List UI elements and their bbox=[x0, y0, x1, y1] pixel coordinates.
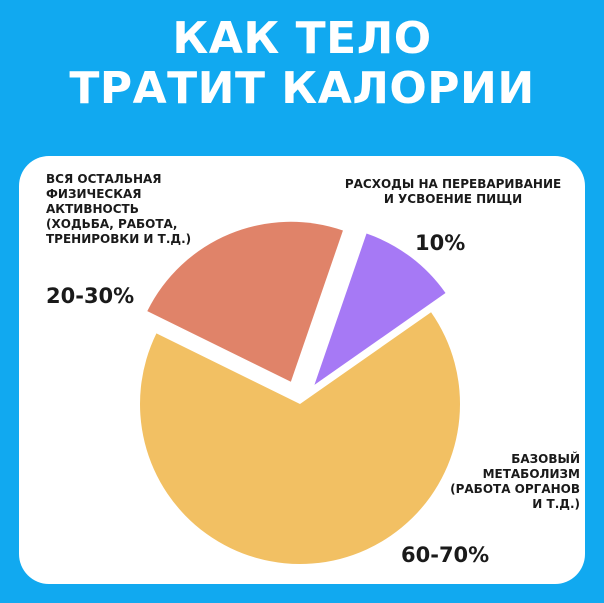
title-line-1: КАК ТЕЛО bbox=[172, 13, 432, 64]
title-line-2: ТРАТИТ КАЛОРИИ bbox=[69, 63, 535, 114]
slice-label-activity: Вся остальная физическая активность (ход… bbox=[46, 172, 192, 246]
pie-slice-activity bbox=[147, 221, 343, 382]
pie-slice-metabolism bbox=[140, 312, 461, 564]
slice-label-metabolism: Базовый метаболизм (работа органов и т.д… bbox=[450, 452, 580, 511]
pie-slice-digestion bbox=[314, 233, 446, 385]
slice-label-digestion: Расходы на переваривание и усвоение пищи bbox=[344, 177, 562, 206]
page-title: КАК ТЕЛО ТРАТИТ КАЛОРИИ bbox=[0, 14, 604, 114]
slice-value-metabolism: 60-70% bbox=[401, 543, 490, 567]
slice-value-activity: 20-30% bbox=[46, 284, 135, 308]
slice-value-digestion: 10% bbox=[415, 231, 466, 255]
